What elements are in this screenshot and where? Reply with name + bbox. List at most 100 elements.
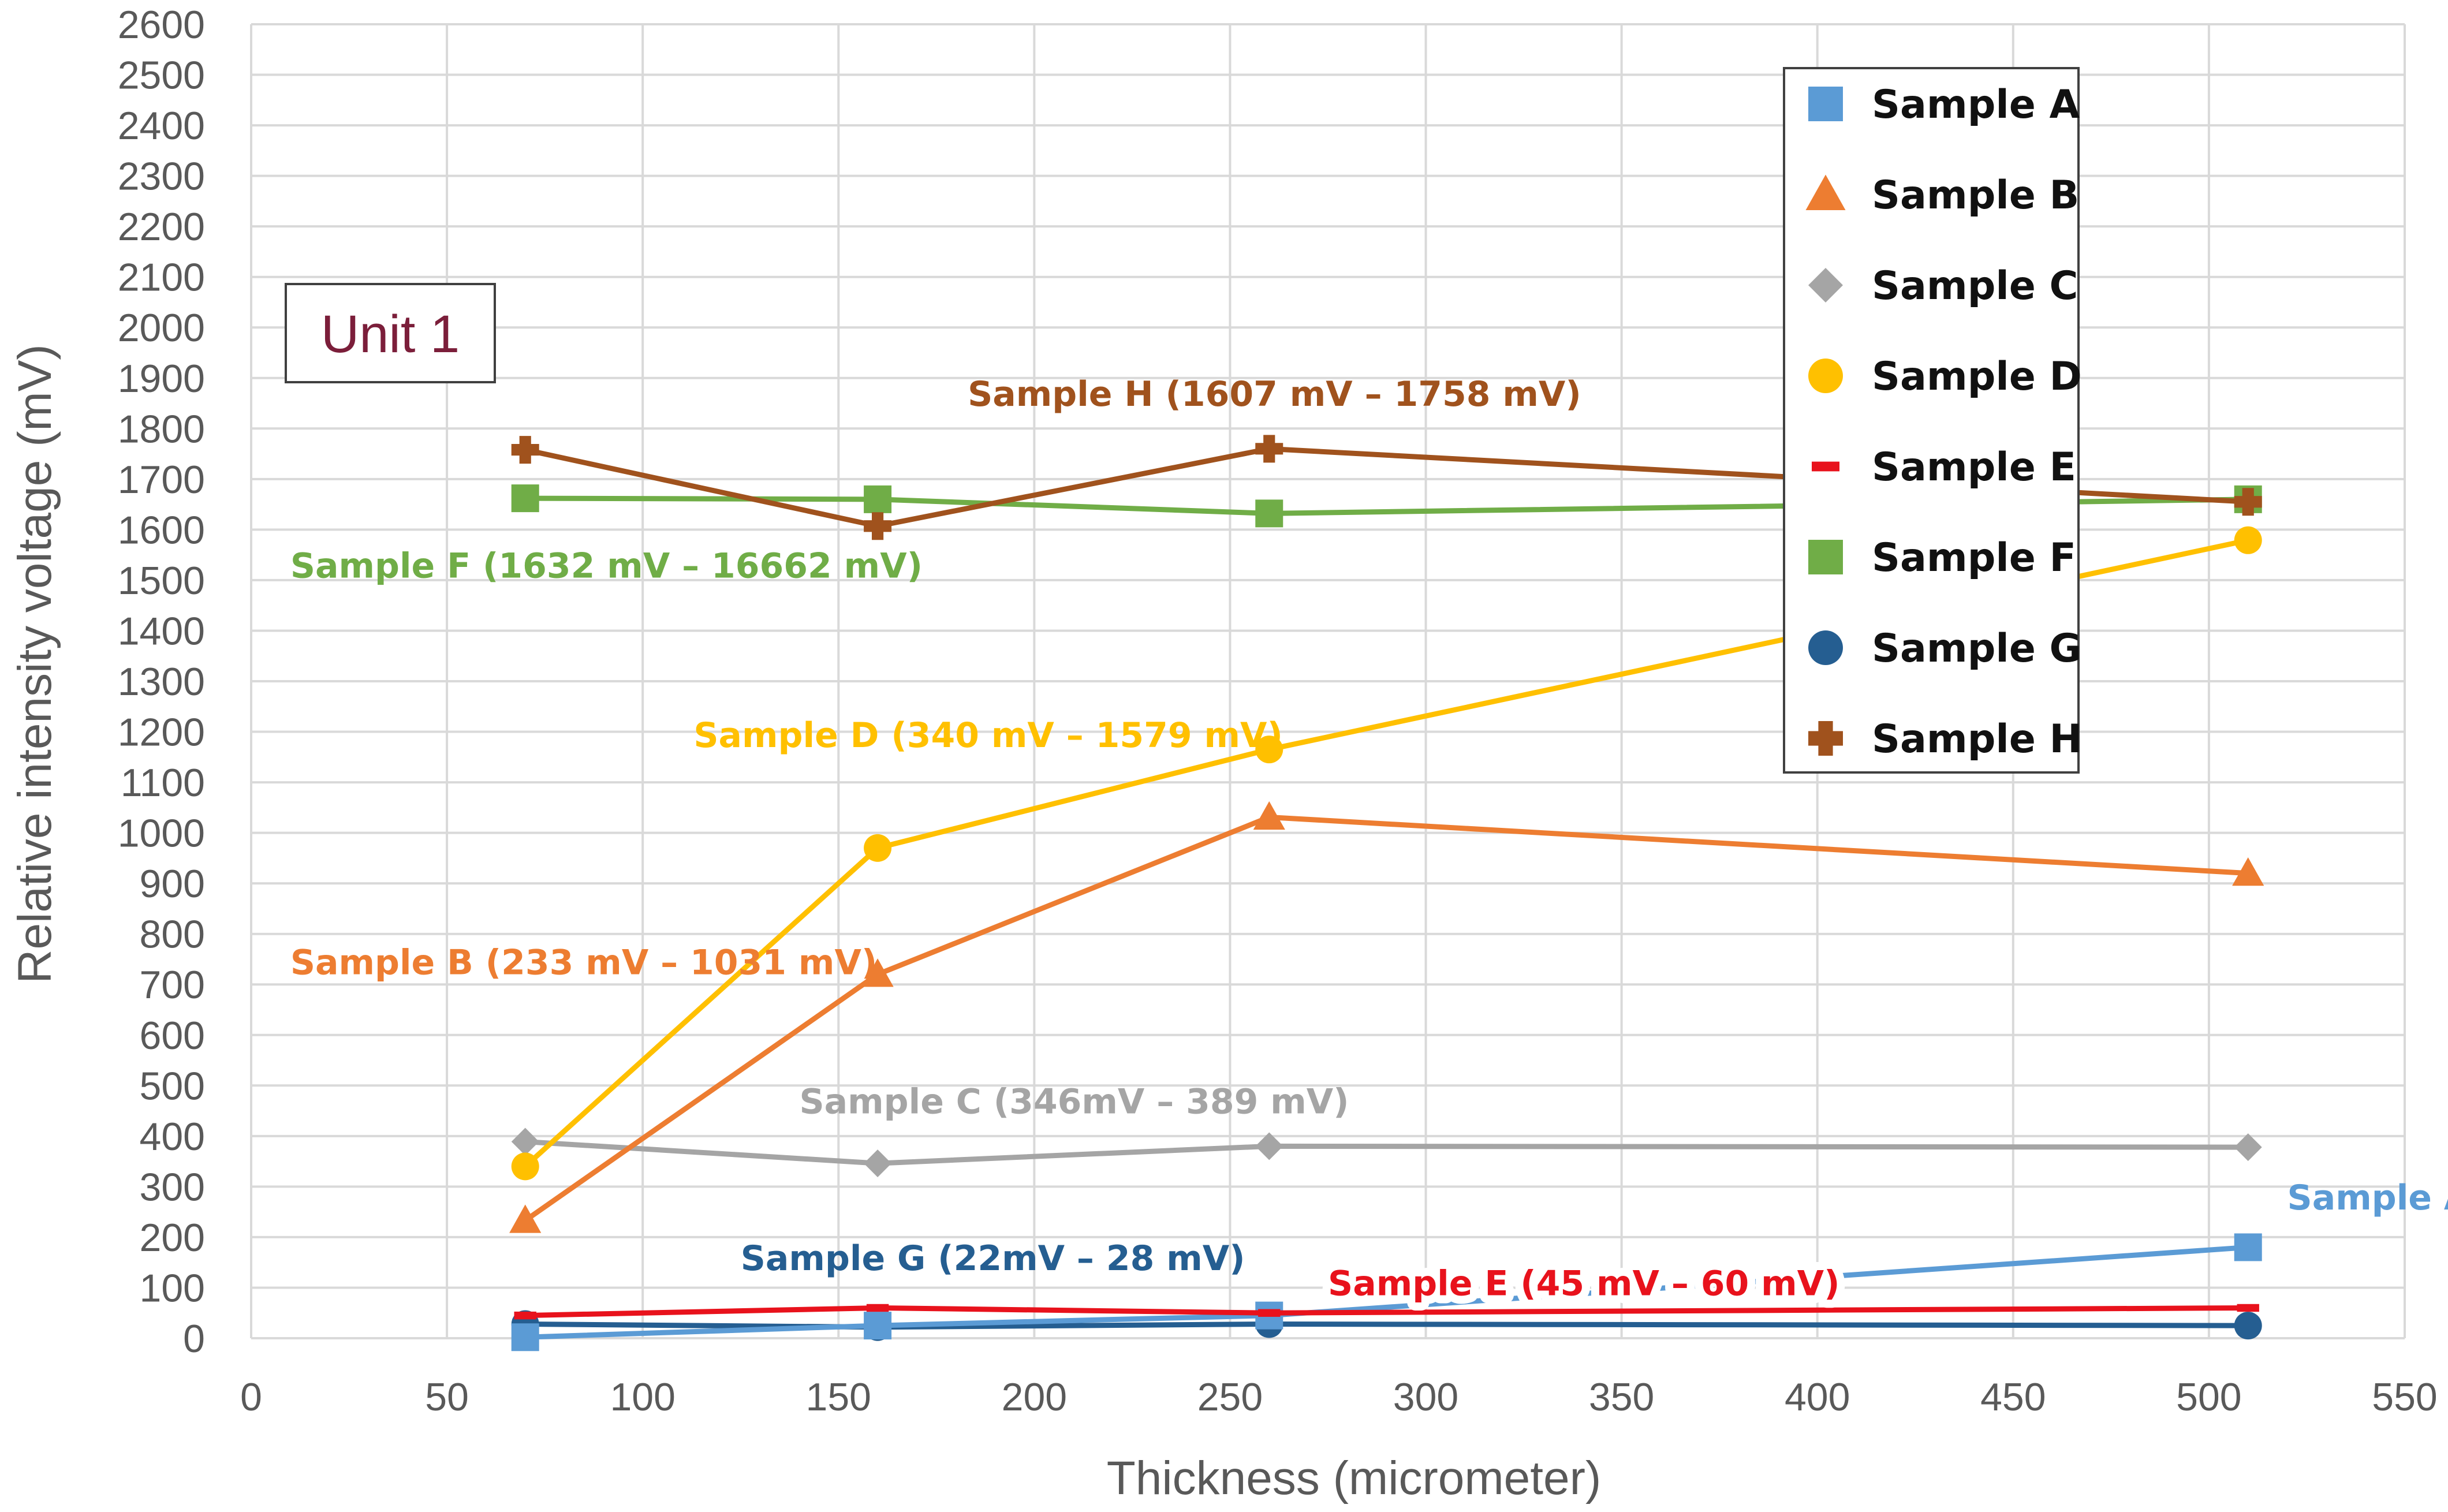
- y-axis-title: Relative intensity voltage (mV): [9, 344, 61, 983]
- square-marker: [1808, 87, 1843, 121]
- y-tick-label: 400: [140, 1115, 205, 1159]
- series-line: [525, 495, 2248, 516]
- y-tick-label: 2000: [118, 306, 205, 350]
- square-marker: [864, 1312, 892, 1340]
- legend-entry: Sample E: [1812, 445, 2076, 490]
- unit-box: Unit 1: [285, 283, 496, 383]
- legend-entry: Sample H: [1808, 716, 2082, 762]
- legend-entry: Sample C: [1808, 263, 2078, 309]
- y-axis-ticks: 0 100 200 300 400 500 600 700 800 900 1000 1100 1200…: [118, 3, 205, 1361]
- diamond-marker: [2234, 1133, 2262, 1162]
- y-tick-label: 1400: [118, 609, 205, 653]
- legend-label: Sample D: [1872, 354, 2082, 400]
- series-line: [524, 446, 2248, 529]
- y-tick-label: 300: [140, 1165, 205, 1209]
- circle-marker: [864, 834, 892, 862]
- diamond-marker: [1255, 1132, 1283, 1160]
- legend-label: Sample F: [1872, 535, 2076, 581]
- unit-label: Unit 1: [321, 305, 460, 364]
- legend-box: [1783, 67, 2080, 774]
- y-tick-label: 2100: [118, 256, 205, 300]
- legend-entry: Sample B: [1805, 173, 2079, 218]
- y-tick-label: 1300: [118, 660, 205, 704]
- legend-entry: Sample G: [1808, 626, 2081, 671]
- square-marker: [511, 1323, 539, 1352]
- triangle-marker: [509, 1204, 542, 1233]
- legend-label: Sample C: [1872, 263, 2078, 309]
- series-annotation: Sample C (346mV – 389 mV): [799, 1081, 1349, 1122]
- plus-marker: [1255, 435, 1283, 463]
- legend-entry: Sample D: [1808, 354, 2082, 400]
- series-annotation: Sample D (340 mV – 1579 mV): [693, 715, 1283, 756]
- x-tick-label: 550: [2372, 1375, 2437, 1419]
- series-annotation: Sample B (233 mV – 1031 mV): [290, 943, 877, 983]
- triangle-marker: [1805, 174, 1846, 210]
- x-tick-label: 350: [1589, 1375, 1654, 1419]
- legend-entry: Sample A: [1808, 82, 2080, 128]
- series-line: [525, 1321, 2248, 1330]
- square-marker: [1255, 499, 1283, 528]
- series-annotation: Sample E (45 mV – 60 mV): [1328, 1264, 1840, 1304]
- series-sample-d: [511, 526, 2262, 1181]
- plus-marker: [2234, 488, 2262, 516]
- diamond-marker: [864, 1149, 892, 1178]
- x-tick-label: 250: [1197, 1375, 1263, 1419]
- y-tick-label: 500: [140, 1064, 205, 1108]
- y-tick-label: 200: [140, 1216, 205, 1260]
- series-sample-b: [509, 801, 2264, 1233]
- square-marker: [2234, 1233, 2262, 1261]
- legend: Sample A Sample B Sample C Sample D Sample E…: [1783, 67, 2082, 774]
- legend-label: Sample B: [1872, 173, 2079, 218]
- square-marker: [511, 484, 539, 513]
- x-tick-label: 150: [806, 1375, 871, 1419]
- series-annotations: Sample A (2mV – 180 mV) Sample B (233 mV …: [290, 374, 2448, 1312]
- y-tick-label: 2200: [118, 205, 205, 249]
- legend-label: Sample H: [1872, 716, 2082, 762]
- dash-marker: [1812, 461, 1839, 472]
- x-tick-label: 0: [240, 1375, 262, 1419]
- series-sample-c: [511, 1128, 2262, 1178]
- y-tick-label: 1600: [118, 508, 205, 552]
- y-tick-label: 2300: [118, 155, 205, 199]
- triangle-marker: [2232, 857, 2264, 886]
- series-line: [524, 814, 2248, 1223]
- series-annotation: Sample A (2mV – 180 mV): [2287, 1178, 2448, 1218]
- legend-label: Sample G: [1872, 626, 2081, 671]
- y-tick-label: 2400: [118, 104, 205, 148]
- x-tick-label: 100: [610, 1375, 675, 1419]
- dash-marker: [866, 1304, 889, 1312]
- x-tick-label: 450: [1980, 1375, 2046, 1419]
- diamond-marker: [1808, 268, 1843, 303]
- series-line: [523, 537, 2249, 1168]
- x-tick-label: 400: [1785, 1375, 1850, 1419]
- dash-marker: [1258, 1309, 1281, 1317]
- y-tick-label: 2500: [118, 54, 205, 98]
- legend-label: Sample A: [1872, 82, 2080, 128]
- plus-marker: [1808, 721, 1843, 756]
- y-tick-label: 1900: [118, 357, 205, 401]
- y-tick-label: 1100: [121, 761, 205, 805]
- series-line: [525, 1138, 2248, 1166]
- x-tick-label: 300: [1393, 1375, 1458, 1419]
- series-annotation: Sample F (1632 mV – 16662 mV): [290, 546, 923, 587]
- y-tick-label: 2600: [118, 3, 205, 47]
- dash-marker: [2237, 1304, 2259, 1312]
- y-tick-label: 700: [140, 963, 205, 1007]
- series: [509, 435, 2264, 1352]
- y-tick-label: 600: [140, 1014, 205, 1058]
- series-line: [525, 1305, 2248, 1319]
- circle-marker: [2234, 526, 2262, 554]
- y-tick-label: 900: [140, 862, 205, 906]
- x-tick-label: 500: [2176, 1375, 2241, 1419]
- y-tick-label: 1500: [118, 559, 205, 603]
- plus-marker: [864, 512, 892, 540]
- x-axis-title: Thickness (micrometer): [1107, 1452, 1602, 1504]
- circle-marker: [2234, 1312, 2262, 1340]
- circle-marker: [511, 1152, 539, 1181]
- dash-marker: [514, 1311, 536, 1320]
- grid: [250, 23, 2406, 1339]
- circle-marker: [1808, 630, 1843, 665]
- legend-entry: Sample F: [1808, 535, 2076, 581]
- diamond-marker: [511, 1128, 539, 1156]
- y-tick-label: 800: [140, 913, 205, 957]
